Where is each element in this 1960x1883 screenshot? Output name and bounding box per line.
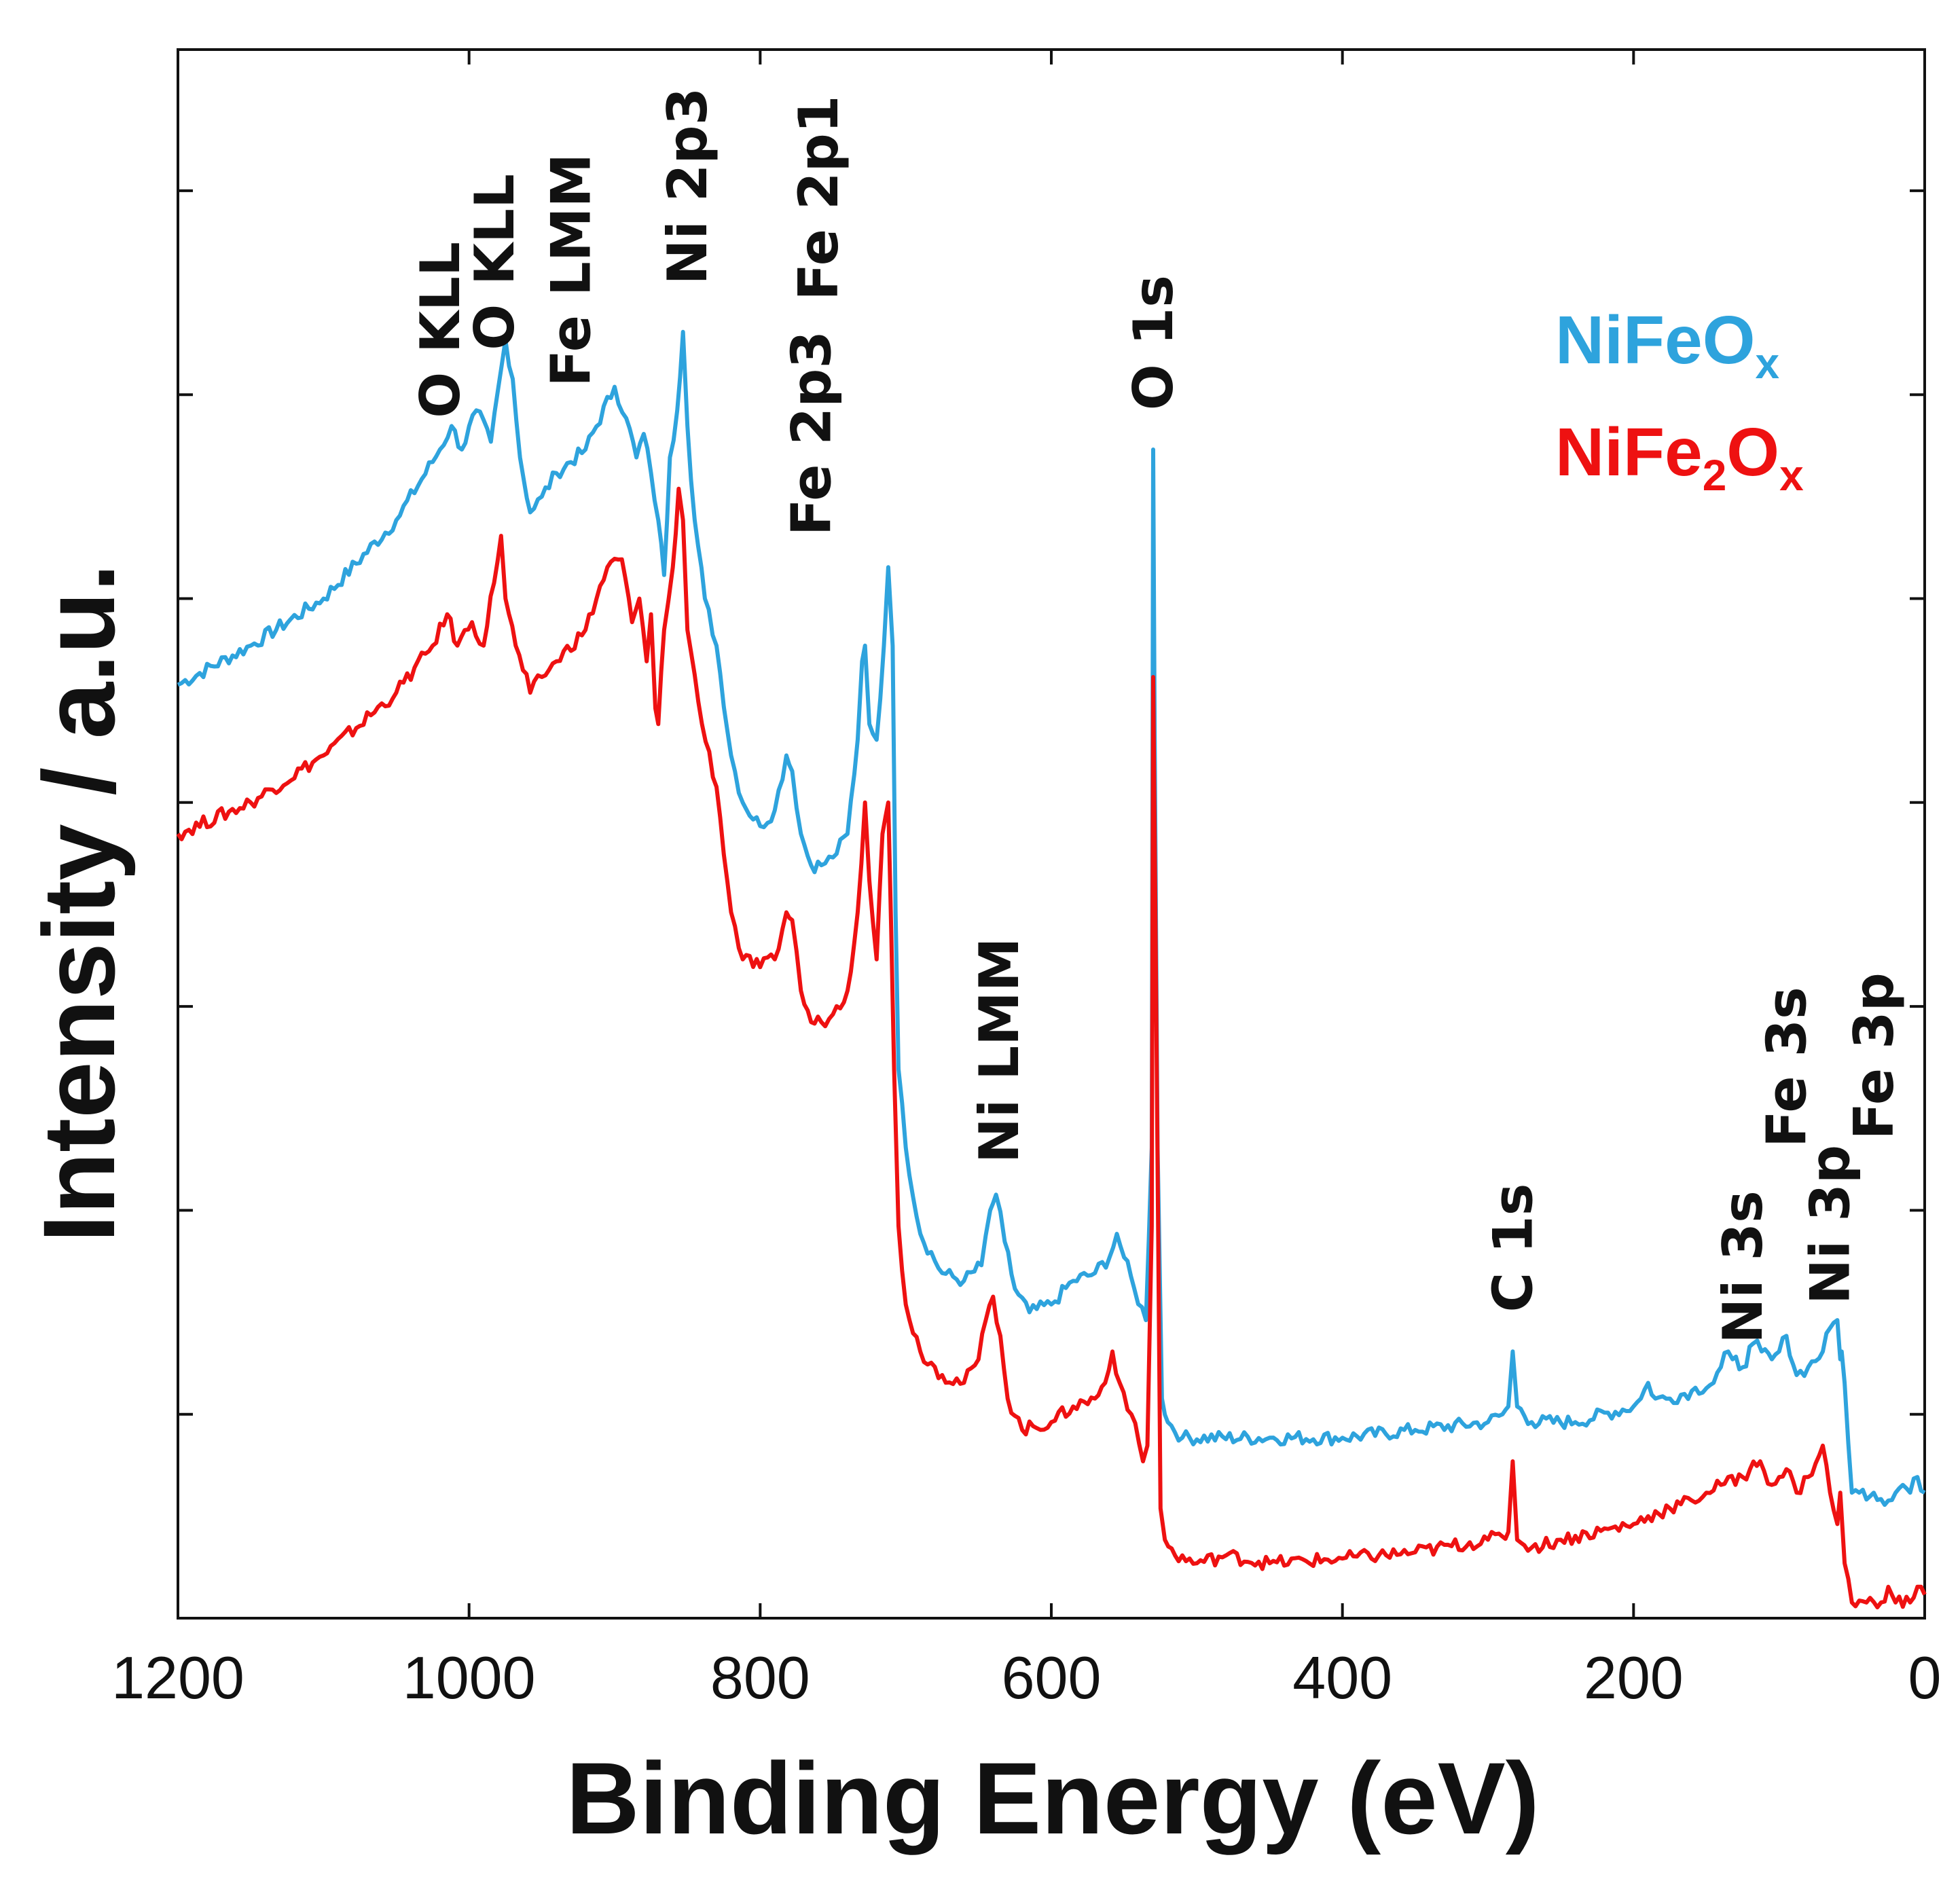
peak-label: O KLL [463, 174, 526, 350]
x-tick-label: 0 [1908, 1644, 1942, 1711]
x-tick-label: 800 [710, 1644, 810, 1711]
y-axis-title: Intensity / a.u. [22, 564, 136, 1243]
peak-label: Fe 3s [1755, 987, 1818, 1148]
series-line-nife2ox [176, 486, 1927, 1609]
x-axis-title: Binding Energy (eV) [566, 1741, 1539, 1855]
peak-label: Fe LMM [540, 153, 603, 387]
peak-label: Ni 2p3 [656, 88, 719, 285]
peak-label: Ni 3p [1799, 1145, 1862, 1304]
x-tick-label: 400 [1292, 1644, 1392, 1711]
peak-label: O 1s [1122, 275, 1185, 410]
legend-entry-nifeox: NiFeOx [1555, 302, 1779, 388]
peak-label: Ni LMM [968, 938, 1031, 1163]
series-layer [176, 329, 1927, 1609]
x-tick-label: 1200 [111, 1644, 244, 1711]
peak-label: Fe 3p [1843, 972, 1906, 1139]
x-axis-ticks: 1200 1000 800 600 400 200 0 [111, 50, 1941, 1711]
peak-label: Fe 2p3 [780, 331, 843, 536]
peak-label: O KLL [409, 242, 472, 418]
y-axis-ticks [178, 189, 1925, 1416]
x-tick-label: 600 [1002, 1644, 1102, 1711]
legend: NiFeOx NiFe2Ox [1555, 302, 1804, 500]
x-tick-label: 200 [1584, 1644, 1684, 1711]
peak-label: C 1s [1481, 1184, 1544, 1313]
peak-label: Fe 2p1 [787, 95, 850, 300]
series-line-nifeox [177, 329, 1926, 1507]
peak-label: Ni 3s [1711, 1190, 1775, 1344]
legend-entry-nife2ox: NiFe2Ox [1555, 414, 1804, 500]
x-tick-label: 1000 [403, 1644, 536, 1711]
